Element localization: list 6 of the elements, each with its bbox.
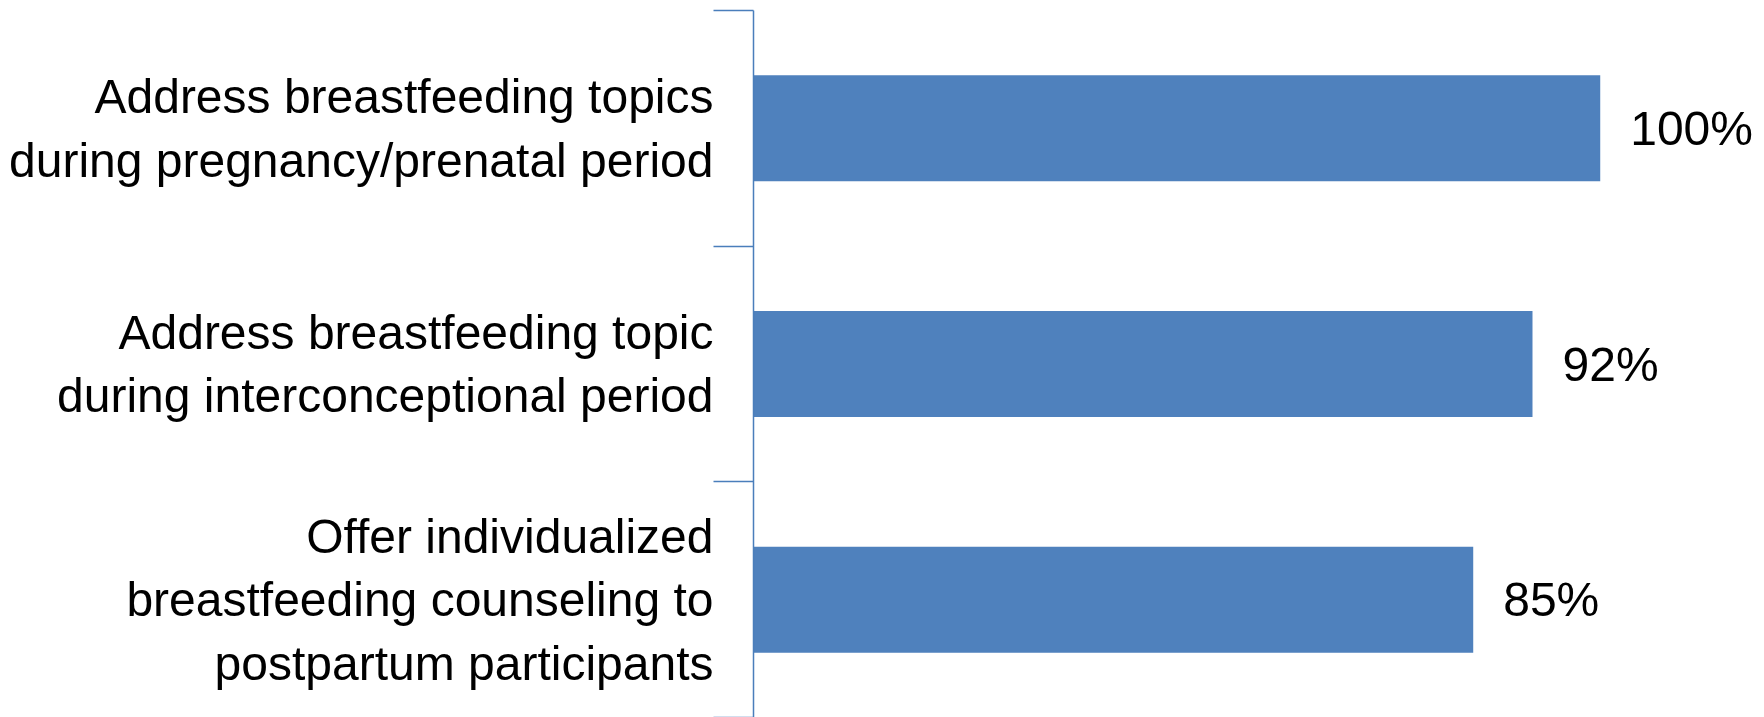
y-tick-label: Address breastfeeding topic during interconceptional period — [57, 305, 714, 423]
data-label: 100% — [1630, 101, 1753, 155]
data-label: 92% — [1562, 337, 1659, 391]
y-tick-label: Address breastfeeding topics during pregnancy/prenatal period — [9, 70, 714, 187]
y-tick-label: Offer individualized breastfeeding counseling to postpartum participants — [126, 509, 714, 690]
data-label: 85% — [1503, 573, 1600, 627]
